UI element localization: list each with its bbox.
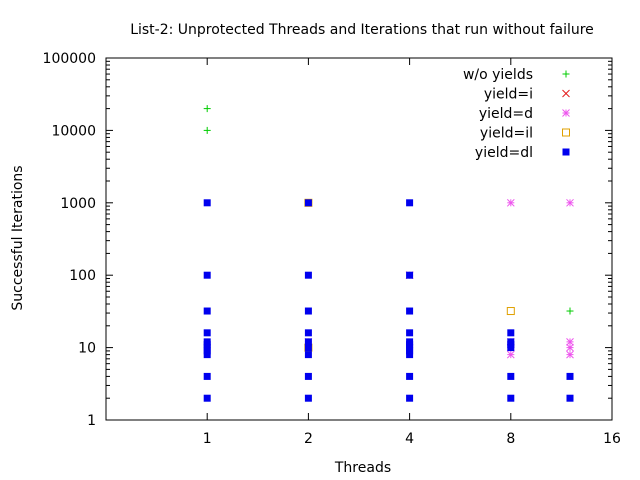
data-point [204, 127, 211, 134]
data-point [406, 272, 413, 279]
data-point [507, 395, 514, 402]
data-point [305, 329, 312, 336]
legend-marker [563, 71, 570, 78]
data-point [305, 344, 312, 351]
data-point [204, 395, 211, 402]
data-point [204, 329, 211, 336]
x-tick-label: 8 [506, 431, 515, 447]
data-point [507, 329, 514, 336]
data-point [204, 199, 211, 206]
data-point [406, 373, 413, 380]
data-point [507, 351, 514, 358]
legend: w/o yields yield=i yield=d yield=il yield=dl [463, 67, 570, 161]
legend-label: yield=d [479, 106, 533, 122]
data-point [406, 308, 413, 315]
y-tick-label: 1000 [60, 196, 96, 212]
data-point [204, 308, 211, 315]
data-point [507, 308, 514, 315]
data-point [507, 344, 514, 351]
plot-border [106, 58, 612, 420]
x-axis-label: Threads [334, 460, 391, 476]
data-point [507, 373, 514, 380]
data-point [204, 105, 211, 112]
x-tick-label: 1 [203, 431, 212, 447]
y-axis-label: Successful Iterations [10, 165, 26, 310]
legend-label: yield=i [484, 87, 533, 103]
data-point [305, 272, 312, 279]
data-point [305, 308, 312, 315]
data-point [566, 351, 573, 358]
data-point [204, 373, 211, 380]
data-point [204, 272, 211, 279]
legend-label: w/o yields [463, 67, 533, 83]
data-point [406, 351, 413, 358]
x-tick-label: 4 [405, 431, 414, 447]
legend-marker [563, 90, 570, 97]
series-yield-dl [204, 199, 574, 401]
y-tick-label: 100 [69, 268, 96, 284]
axes: 1 2 4 8 16 1 10 100 1000 10000 100000 [43, 51, 621, 447]
data-point [305, 199, 312, 206]
x-tick-label: 2 [304, 431, 313, 447]
data-point [406, 329, 413, 336]
legend-label: yield=dl [475, 145, 533, 161]
y-tick-label: 1 [87, 413, 96, 429]
data-point [566, 308, 573, 315]
data-point [566, 395, 573, 402]
data-point [406, 395, 413, 402]
data-point [566, 344, 573, 351]
series-yield-d [305, 199, 574, 358]
y-tick-label: 10 [78, 341, 96, 357]
data-point [204, 351, 211, 358]
legend-marker [563, 149, 570, 156]
legend-marker [563, 110, 570, 117]
legend-label: yield=il [480, 126, 533, 142]
y-tick-label: 100000 [43, 51, 96, 67]
data-point [566, 373, 573, 380]
data-point [566, 199, 573, 206]
data-point [305, 373, 312, 380]
data-point [406, 199, 413, 206]
data-point [507, 199, 514, 206]
legend-marker [563, 129, 570, 136]
data-point [305, 395, 312, 402]
data-point [305, 351, 312, 358]
x-tick-label: 16 [603, 431, 621, 447]
y-tick-label: 10000 [51, 123, 96, 139]
chart-title: List-2: Unprotected Threads and Iteratio… [130, 22, 594, 38]
